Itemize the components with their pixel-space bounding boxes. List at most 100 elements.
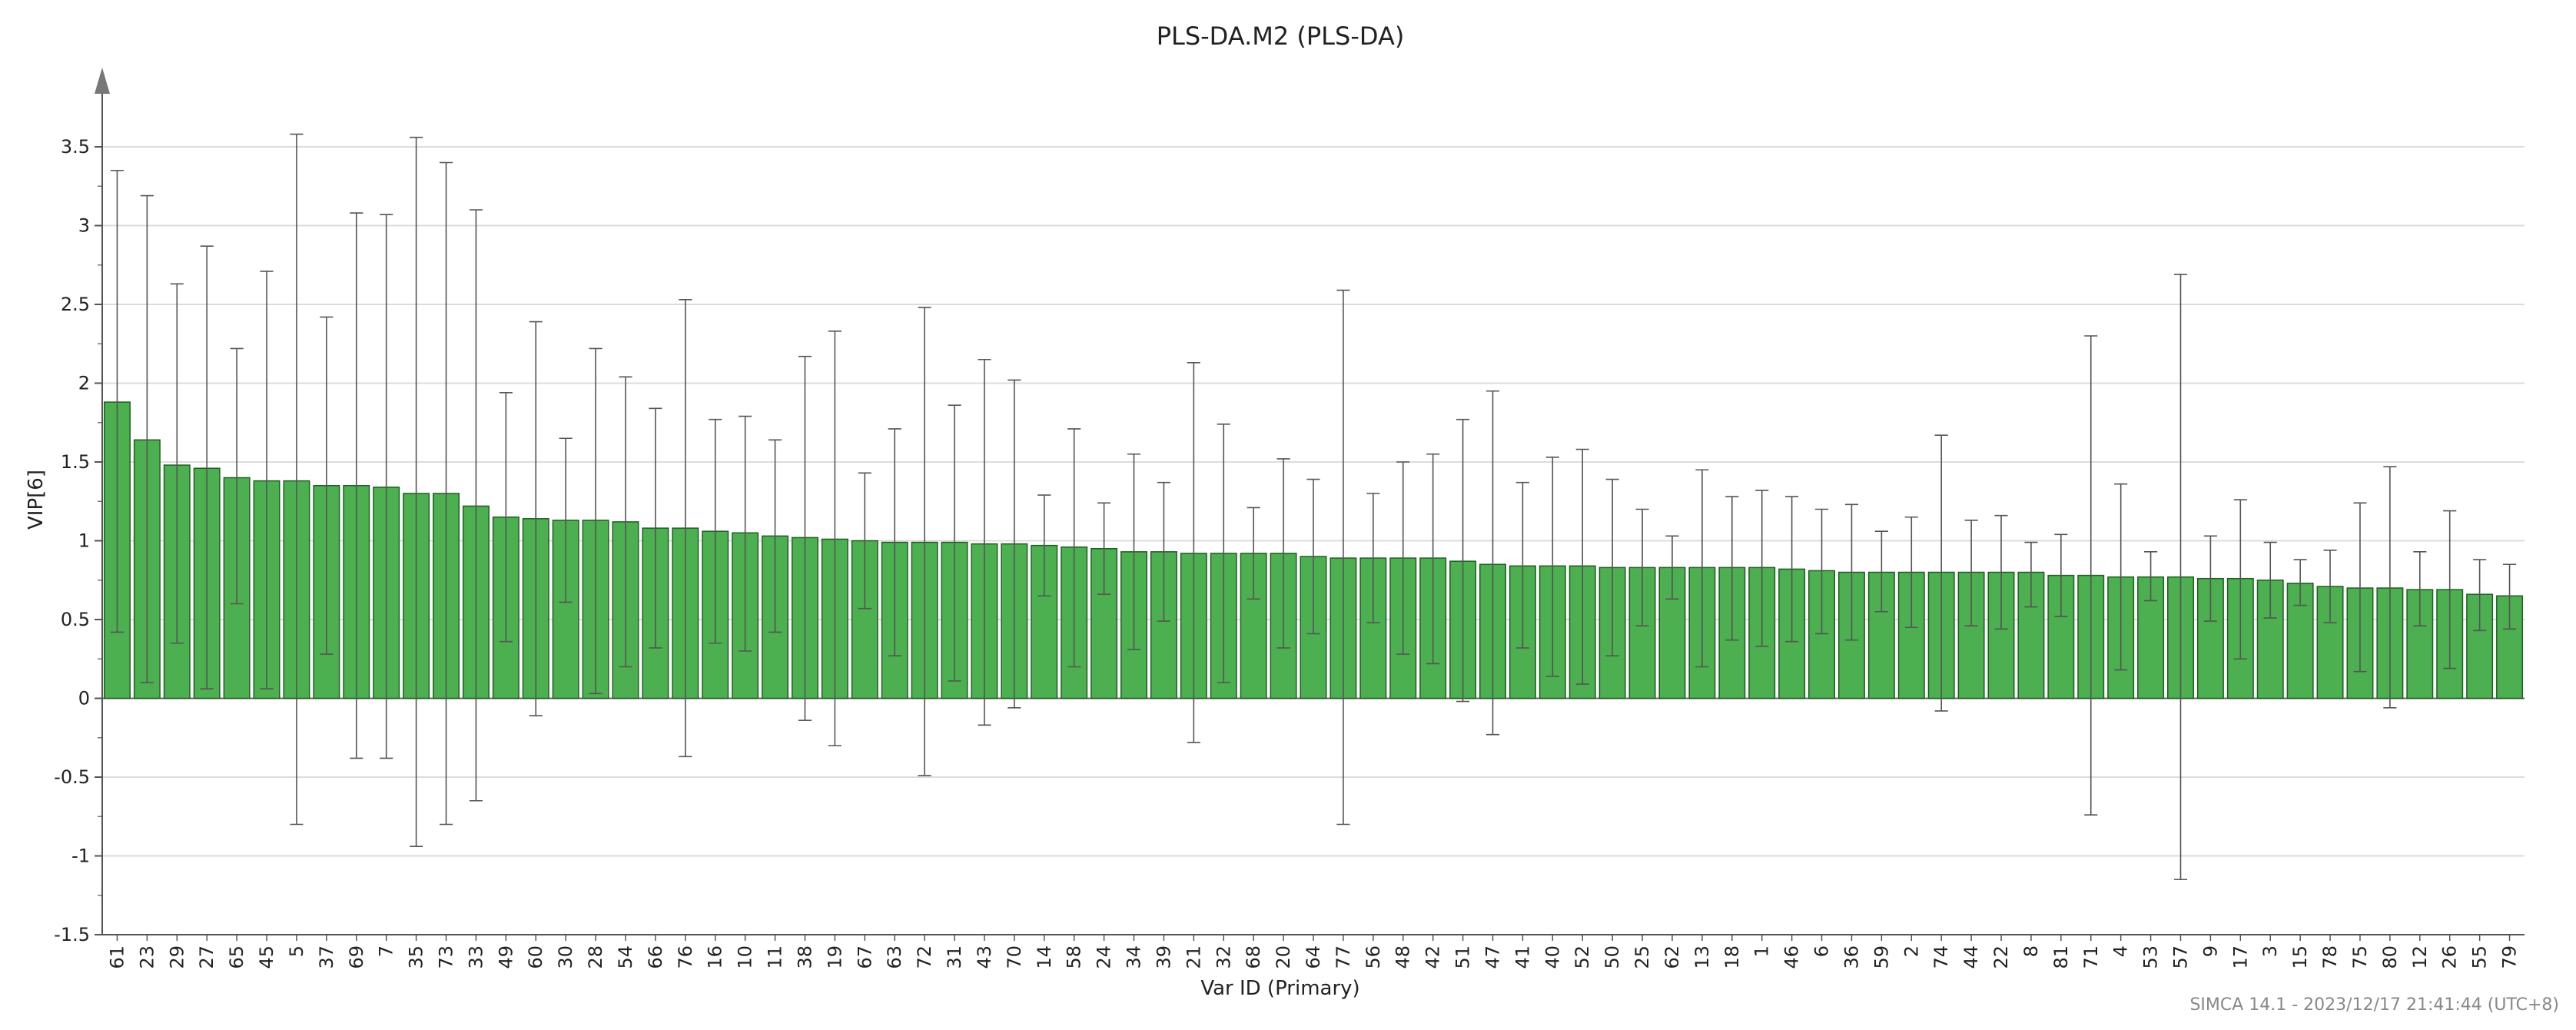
y-tick-label: 1.5 bbox=[61, 451, 90, 473]
x-tick-label: 41 bbox=[1512, 945, 1533, 969]
x-tick-label: 26 bbox=[2439, 945, 2461, 969]
x-tick-label: 51 bbox=[1452, 945, 1474, 969]
x-tick-label: 23 bbox=[136, 945, 158, 969]
x-tick-label: 71 bbox=[2080, 945, 2102, 969]
x-tick-label: 78 bbox=[2319, 945, 2341, 969]
x-tick-label: 7 bbox=[376, 945, 397, 957]
x-tick-label: 77 bbox=[1333, 945, 1354, 969]
x-tick-label: 3 bbox=[2259, 945, 2281, 957]
x-tick-label: 44 bbox=[1960, 945, 1982, 969]
x-tick-label: 66 bbox=[645, 945, 666, 969]
y-axis: -1.5 -1 -0.5 0 0.5 1 1.5 2 2.5 3 3.5 bbox=[54, 68, 110, 945]
x-tick-label: 36 bbox=[1841, 945, 1862, 969]
x-tick-label: 60 bbox=[525, 945, 546, 969]
x-tick-label: 75 bbox=[2349, 945, 2371, 969]
x-tick-label: 45 bbox=[256, 945, 277, 969]
x-tick-label: 18 bbox=[1721, 945, 1743, 969]
x-tick-label: 50 bbox=[1602, 945, 1623, 969]
x-tick-label: 14 bbox=[1034, 945, 1055, 969]
x-tick-label: 8 bbox=[2020, 945, 2042, 957]
y-tick-label: 2 bbox=[78, 373, 90, 394]
x-tick-label: 63 bbox=[884, 945, 905, 969]
x-tick-label: 57 bbox=[2169, 945, 2191, 969]
x-tick-label: 49 bbox=[495, 945, 516, 969]
y-tick-label: -1.5 bbox=[54, 924, 90, 945]
x-tick-label: 28 bbox=[585, 945, 606, 969]
x-tick-label: 64 bbox=[1303, 945, 1324, 969]
x-tick-label: 62 bbox=[1661, 945, 1683, 969]
x-tick-label: 12 bbox=[2409, 945, 2431, 969]
x-tick-label: 15 bbox=[2289, 945, 2311, 969]
x-tick-label: 47 bbox=[1482, 945, 1503, 969]
x-tick-label: 73 bbox=[436, 945, 457, 969]
x-tick-label: 54 bbox=[615, 945, 636, 969]
x-tick-label: 2 bbox=[1900, 945, 1922, 957]
x-tick-label: 59 bbox=[1871, 945, 1892, 969]
x-tick-label: 40 bbox=[1542, 945, 1563, 969]
y-tick-label: 3 bbox=[78, 215, 90, 237]
x-tick-label: 58 bbox=[1064, 945, 1085, 969]
bar-14 bbox=[1031, 544, 1058, 699]
x-axis: 61 23 29 27 65 45 5 37 69 7 35 73 33 49 60 30 28 54 66 76 16… bbox=[102, 934, 2525, 969]
x-tick-label: 48 bbox=[1393, 945, 1414, 969]
x-tick-label: 25 bbox=[1632, 945, 1653, 969]
x-tick-label: 32 bbox=[1213, 945, 1234, 969]
y-tick-label: 0.5 bbox=[61, 609, 90, 630]
x-tick-label: 46 bbox=[1781, 945, 1803, 969]
x-tick-label: 6 bbox=[1811, 945, 1833, 957]
x-tick-label: 61 bbox=[106, 945, 128, 969]
x-tick-label: 34 bbox=[1124, 945, 1145, 969]
chart-title: PLS-DA.M2 (PLS-DA) bbox=[1157, 22, 1405, 51]
y-axis-label: VIP[6] bbox=[25, 470, 48, 530]
y-tick-label: 1 bbox=[78, 530, 90, 552]
x-tick-label: 80 bbox=[2379, 945, 2401, 969]
x-tick-label: 69 bbox=[346, 945, 367, 969]
x-tick-label: 37 bbox=[316, 945, 337, 969]
x-tick-label: 42 bbox=[1422, 945, 1444, 969]
x-tick-label: 11 bbox=[765, 945, 786, 969]
x-tick-label: 55 bbox=[2469, 945, 2491, 969]
y-tick-label: -1 bbox=[71, 846, 90, 867]
x-tick-label: 39 bbox=[1153, 945, 1174, 969]
x-tick-label: 56 bbox=[1363, 945, 1384, 969]
x-tick-label: 5 bbox=[286, 945, 307, 957]
x-tick-label: 31 bbox=[944, 945, 965, 969]
x-tick-label: 10 bbox=[735, 945, 756, 969]
footer-timestamp: SIMCA 14.1 - 2023/12/17 21:41:44 (UTC+8) bbox=[2189, 995, 2559, 1015]
x-tick-label: 52 bbox=[1572, 945, 1593, 969]
x-tick-label: 76 bbox=[675, 945, 696, 969]
x-tick-label: 29 bbox=[166, 945, 188, 969]
x-tick-label: 67 bbox=[854, 945, 875, 969]
x-tick-label: 17 bbox=[2229, 945, 2251, 969]
x-tick-label: 81 bbox=[2050, 945, 2072, 969]
x-tick-label: 79 bbox=[2499, 945, 2521, 969]
x-tick-label: 20 bbox=[1273, 945, 1294, 969]
x-tick-label: 38 bbox=[794, 945, 815, 969]
y-tick-label: 2.5 bbox=[61, 294, 90, 315]
x-tick-label: 4 bbox=[2110, 945, 2132, 957]
y-tick-label: 3.5 bbox=[61, 136, 90, 158]
x-tick-label: 1 bbox=[1751, 945, 1773, 957]
error-bars-group bbox=[110, 133, 2517, 881]
x-tick-label: 53 bbox=[2140, 945, 2162, 969]
x-tick-label: 16 bbox=[705, 945, 726, 969]
x-tick-label: 30 bbox=[555, 945, 576, 969]
y-tick-label: 0 bbox=[78, 688, 90, 709]
x-tick-label: 19 bbox=[824, 945, 845, 969]
y-tick-label: -0.5 bbox=[54, 766, 90, 788]
x-tick-label: 65 bbox=[226, 945, 247, 969]
x-tick-label: 22 bbox=[1990, 945, 2012, 969]
x-tick-label: 74 bbox=[1930, 945, 1952, 969]
x-tick-label: 13 bbox=[1691, 945, 1713, 969]
x-tick-label: 27 bbox=[196, 945, 217, 969]
x-tick-label: 33 bbox=[465, 945, 486, 969]
x-tick-label: 68 bbox=[1243, 945, 1264, 969]
x-tick-label: 43 bbox=[974, 945, 995, 969]
x-tick-label: 70 bbox=[1004, 945, 1025, 969]
x-tick-label: 24 bbox=[1094, 945, 1115, 969]
x-axis-label: Var ID (Primary) bbox=[1200, 977, 1359, 1000]
x-tick-label: 9 bbox=[2199, 945, 2221, 957]
x-tick-label: 72 bbox=[914, 945, 935, 969]
x-tick-label: 35 bbox=[406, 945, 427, 969]
